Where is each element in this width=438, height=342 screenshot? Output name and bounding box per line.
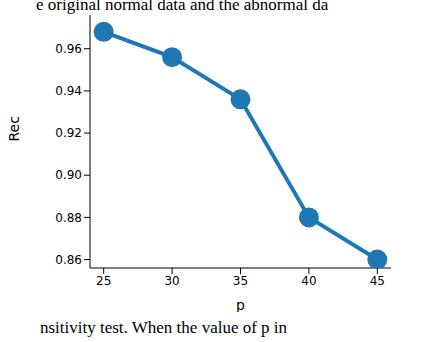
html-text:nsitivity test. When the value: nsitivity test. When the value of p in <box>40 318 288 337</box>
svg-text:25: 25 <box>96 274 111 288</box>
svg-text:0.94: 0.94 <box>55 84 82 98</box>
svg-text:35: 35 <box>233 274 248 288</box>
svg-text:0.90: 0.90 <box>55 168 82 182</box>
svg-text:Rec: Rec <box>8 116 22 141</box>
svg-text:40: 40 <box>301 274 316 288</box>
svg-text:0.88: 0.88 <box>55 211 82 225</box>
svg-text:0.92: 0.92 <box>55 126 82 140</box>
svg-text:0.96: 0.96 <box>55 42 82 56</box>
svg-text:0.86: 0.86 <box>55 253 82 267</box>
svg-text:45: 45 <box>370 274 385 288</box>
svg-text:30: 30 <box>164 274 179 288</box>
svg-text:p: p <box>236 297 245 312</box>
